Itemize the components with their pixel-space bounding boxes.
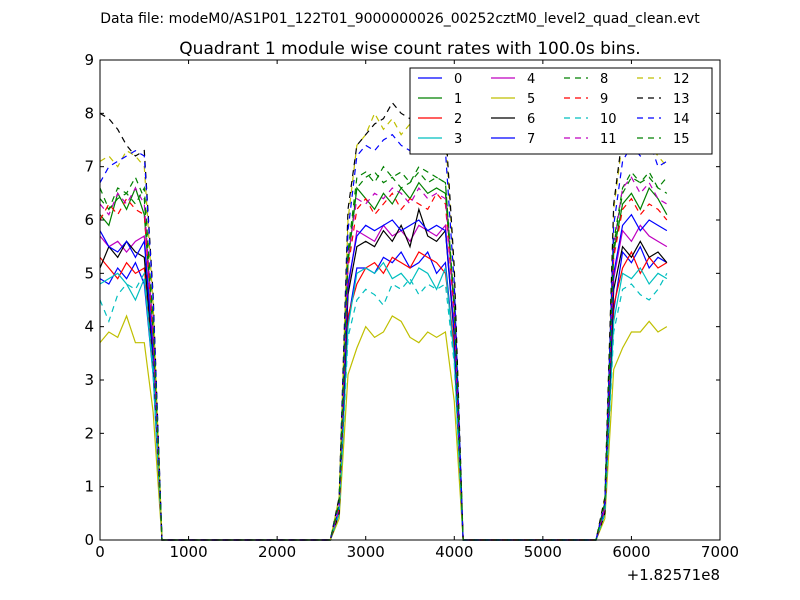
plot-lines: [99, 101, 668, 541]
chart-title: Quadrant 1 module wise count rates with …: [179, 39, 640, 59]
legend-label-5: 5: [527, 92, 535, 107]
series-line-10: [99, 271, 668, 541]
legend-label-15: 15: [673, 132, 690, 147]
series-line-14: [99, 133, 668, 541]
series-line-3: [99, 261, 668, 541]
plot-frame: [99, 59, 721, 541]
x-tick-label: 4000: [435, 543, 473, 561]
y-tick-label: 8: [84, 104, 94, 122]
legend-label-11: 11: [600, 132, 617, 147]
y-tick-label: 6: [84, 211, 94, 229]
series-line-8: [99, 165, 668, 541]
series-line-13: [99, 101, 668, 541]
legend-label-7: 7: [527, 132, 535, 147]
chart-suptitle: Data file: modeM0/AS1P01_122T01_90000000…: [100, 11, 700, 27]
legend-label-12: 12: [673, 72, 690, 87]
legend-label-1: 1: [454, 92, 462, 107]
series-line-9: [99, 192, 668, 541]
legend-label-3: 3: [454, 132, 462, 147]
series-line-2: [99, 250, 668, 541]
x-offset-label: +1.82571e8: [627, 566, 720, 584]
y-tick-label: 9: [84, 51, 94, 69]
x-tick-label: 6000: [612, 543, 650, 561]
x-tick-label: 1000: [169, 543, 207, 561]
series-line-1: [99, 181, 668, 541]
y-tick-label: 5: [84, 264, 94, 282]
y-tick-label: 1: [84, 478, 94, 496]
legend-label-6: 6: [527, 112, 535, 127]
y-tick-label: 2: [84, 424, 94, 442]
legend-label-10: 10: [600, 112, 617, 127]
x-tick-label: 5000: [524, 543, 562, 561]
legend-label-13: 13: [673, 92, 690, 107]
legend-label-2: 2: [454, 112, 462, 127]
y-tick-label: 0: [84, 531, 94, 549]
series-line-12: [99, 111, 668, 541]
legend-label-9: 9: [600, 92, 608, 107]
legend-label-8: 8: [600, 72, 608, 87]
y-tick-label: 3: [84, 371, 94, 389]
series-line-0: [99, 245, 668, 541]
series-line-15: [99, 170, 668, 541]
legend-label-4: 4: [527, 72, 535, 87]
series-line-5: [99, 314, 668, 541]
series-line-6: [99, 207, 668, 541]
y-tick-label: 4: [84, 318, 94, 336]
x-axis-ticks: 0 1000 2000 3000 4000 5000 6000 7000: [95, 60, 739, 561]
y-tick-label: 7: [84, 158, 94, 176]
legend-label-0: 0: [454, 72, 462, 87]
x-tick-label: 2000: [258, 543, 296, 561]
x-tick-label: 7000: [701, 543, 739, 561]
legend-label-14: 14: [673, 112, 690, 127]
x-tick-label: 3000: [347, 543, 385, 561]
legend-box: [409, 67, 713, 155]
x-tick-label: 0: [95, 543, 105, 561]
